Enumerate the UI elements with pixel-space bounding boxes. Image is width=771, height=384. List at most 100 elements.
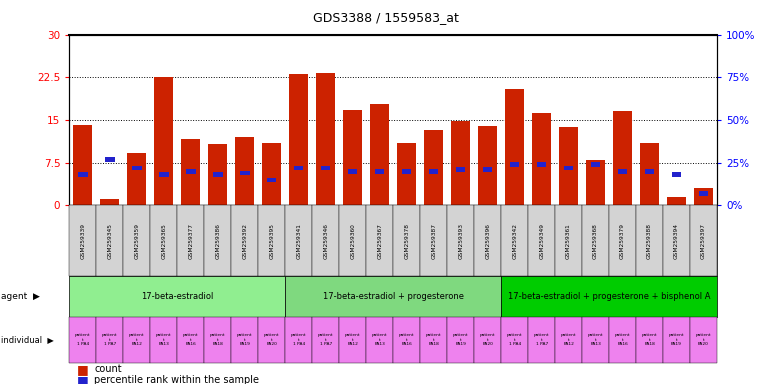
Text: GSM259345: GSM259345 bbox=[107, 223, 113, 259]
Text: patient
t
1 PA7: patient t 1 PA7 bbox=[102, 333, 118, 346]
Text: 17-beta-estradiol: 17-beta-estradiol bbox=[141, 292, 214, 301]
Text: patient
t
PA20: patient t PA20 bbox=[695, 333, 712, 346]
Bar bbox=[73, 124, 93, 205]
Bar bbox=[564, 166, 574, 170]
Text: GSM259368: GSM259368 bbox=[593, 223, 598, 259]
Bar bbox=[159, 172, 169, 177]
Bar bbox=[348, 169, 358, 174]
Text: patient
t
PA16: patient t PA16 bbox=[614, 333, 631, 346]
Text: patient
t
1 PA4: patient t 1 PA4 bbox=[291, 333, 307, 346]
Text: GSM259394: GSM259394 bbox=[674, 223, 679, 259]
Bar bbox=[208, 144, 227, 205]
Bar bbox=[397, 143, 416, 205]
Text: patient
t
PA13: patient t PA13 bbox=[588, 333, 604, 346]
Text: GDS3388 / 1559583_at: GDS3388 / 1559583_at bbox=[312, 12, 459, 25]
Text: patient
t
PA13: patient t PA13 bbox=[372, 333, 388, 346]
Text: GSM259346: GSM259346 bbox=[323, 223, 328, 259]
Bar bbox=[235, 137, 254, 205]
Text: GSM259397: GSM259397 bbox=[701, 223, 706, 259]
Bar bbox=[613, 111, 632, 205]
Text: GSM259386: GSM259386 bbox=[215, 223, 221, 259]
Bar bbox=[181, 139, 200, 205]
Text: GSM259360: GSM259360 bbox=[350, 223, 355, 259]
Text: GSM259367: GSM259367 bbox=[377, 223, 382, 259]
Bar bbox=[321, 166, 331, 170]
Bar bbox=[186, 169, 196, 174]
Text: patient
t
PA19: patient t PA19 bbox=[237, 333, 253, 346]
Text: GSM259365: GSM259365 bbox=[161, 223, 167, 259]
Text: patient
t
PA12: patient t PA12 bbox=[561, 333, 577, 346]
Text: GSM259342: GSM259342 bbox=[512, 223, 517, 259]
Bar bbox=[375, 169, 385, 174]
Bar bbox=[213, 172, 223, 177]
Text: GSM259396: GSM259396 bbox=[485, 223, 490, 259]
Bar bbox=[532, 113, 551, 205]
Text: GSM259359: GSM259359 bbox=[134, 223, 140, 259]
Text: agent  ▶: agent ▶ bbox=[1, 292, 39, 301]
Text: ■: ■ bbox=[77, 363, 89, 376]
Text: percentile rank within the sample: percentile rank within the sample bbox=[94, 375, 259, 384]
Bar bbox=[586, 160, 605, 205]
Text: ■: ■ bbox=[77, 374, 89, 384]
Text: patient
t
PA13: patient t PA13 bbox=[156, 333, 172, 346]
Bar bbox=[478, 126, 497, 205]
Bar bbox=[694, 189, 713, 205]
Text: count: count bbox=[94, 364, 122, 374]
Text: patient
t
PA20: patient t PA20 bbox=[480, 333, 496, 346]
Text: patient
t
1 PA7: patient t 1 PA7 bbox=[318, 333, 334, 346]
Text: patient
t
PA16: patient t PA16 bbox=[399, 333, 415, 346]
Bar bbox=[483, 167, 493, 172]
Bar bbox=[510, 162, 520, 167]
Text: 17-beta-estradiol + progesterone + bisphenol A: 17-beta-estradiol + progesterone + bisph… bbox=[508, 292, 710, 301]
Text: GSM259387: GSM259387 bbox=[431, 223, 436, 259]
Bar bbox=[402, 169, 412, 174]
Bar bbox=[267, 177, 277, 182]
Bar bbox=[618, 169, 628, 174]
Bar bbox=[505, 89, 524, 205]
Bar bbox=[316, 73, 335, 205]
Text: patient
t
PA16: patient t PA16 bbox=[183, 333, 199, 346]
Bar bbox=[294, 166, 304, 170]
Text: patient
t
PA20: patient t PA20 bbox=[264, 333, 280, 346]
Bar bbox=[289, 74, 308, 205]
Bar bbox=[132, 166, 142, 170]
Text: GSM259377: GSM259377 bbox=[188, 223, 194, 259]
Bar bbox=[262, 143, 281, 205]
Text: patient
t
PA12: patient t PA12 bbox=[345, 333, 361, 346]
Bar bbox=[429, 169, 439, 174]
Text: GSM259339: GSM259339 bbox=[80, 223, 86, 259]
Text: patient
t
1 PA4: patient t 1 PA4 bbox=[507, 333, 523, 346]
Text: GSM259349: GSM259349 bbox=[539, 223, 544, 259]
Bar bbox=[154, 77, 173, 205]
Text: patient
t
PA19: patient t PA19 bbox=[453, 333, 469, 346]
Text: individual  ▶: individual ▶ bbox=[1, 335, 54, 344]
Text: GSM259361: GSM259361 bbox=[566, 223, 571, 259]
Bar bbox=[537, 162, 547, 167]
Bar bbox=[699, 191, 709, 196]
Text: GSM259378: GSM259378 bbox=[404, 223, 409, 259]
Bar bbox=[343, 110, 362, 205]
Text: GSM259393: GSM259393 bbox=[458, 223, 463, 259]
Bar bbox=[667, 197, 686, 205]
Bar bbox=[105, 157, 115, 162]
Text: patient
t
PA18: patient t PA18 bbox=[210, 333, 226, 346]
Text: GSM259395: GSM259395 bbox=[269, 223, 274, 259]
Text: patient
t
PA18: patient t PA18 bbox=[641, 333, 658, 346]
Bar bbox=[240, 171, 250, 175]
Text: patient
t
1 PA4: patient t 1 PA4 bbox=[75, 333, 91, 346]
Bar bbox=[100, 199, 120, 205]
Text: GSM259388: GSM259388 bbox=[647, 223, 652, 259]
Bar bbox=[424, 130, 443, 205]
Text: patient
t
PA12: patient t PA12 bbox=[129, 333, 145, 346]
Text: patient
t
1 PA7: patient t 1 PA7 bbox=[534, 333, 550, 346]
Bar bbox=[78, 172, 88, 177]
Bar bbox=[456, 167, 466, 172]
Text: GSM259379: GSM259379 bbox=[620, 223, 625, 259]
Bar bbox=[451, 121, 470, 205]
Bar bbox=[640, 143, 659, 205]
Bar bbox=[645, 169, 655, 174]
Text: patient
t
PA19: patient t PA19 bbox=[668, 333, 685, 346]
Bar bbox=[672, 172, 682, 177]
Text: GSM259341: GSM259341 bbox=[296, 223, 301, 259]
Text: 17-beta-estradiol + progesterone: 17-beta-estradiol + progesterone bbox=[323, 292, 463, 301]
